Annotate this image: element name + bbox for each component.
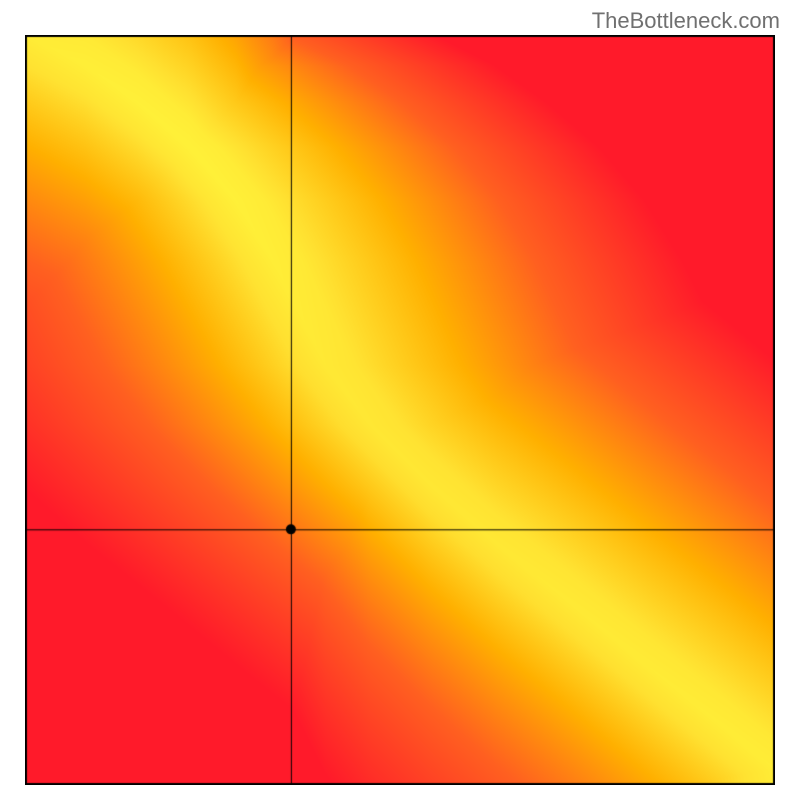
plot-area (25, 35, 775, 785)
chart-container: TheBottleneck.com (0, 0, 800, 800)
watermark-text: TheBottleneck.com (592, 8, 780, 34)
overlay-canvas (25, 35, 775, 785)
